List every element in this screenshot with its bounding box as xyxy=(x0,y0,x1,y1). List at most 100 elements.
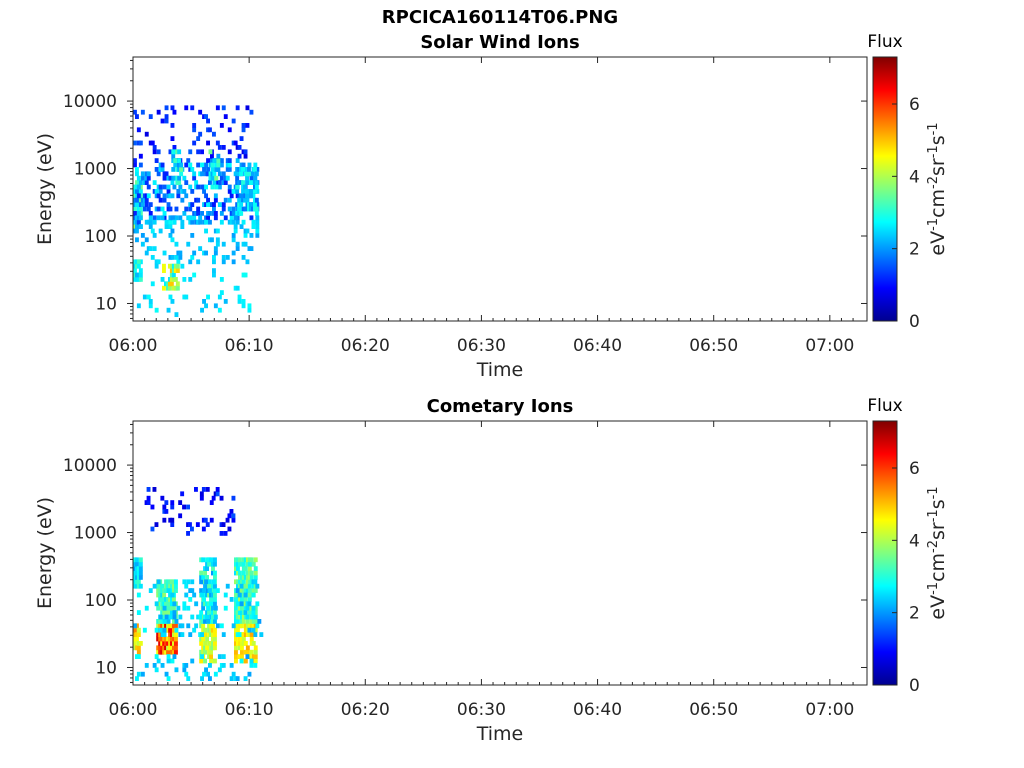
heatmap-cell xyxy=(136,592,141,598)
heatmap-cell xyxy=(205,575,209,580)
heatmap-cell xyxy=(209,601,213,607)
heatmap-cell xyxy=(179,171,184,177)
heatmap-cell xyxy=(241,575,246,580)
heatmap-cell xyxy=(177,162,182,168)
heatmap-cell xyxy=(166,676,171,681)
heatmap-cell xyxy=(241,162,246,168)
heatmap-cell xyxy=(227,206,232,212)
heatmap-cell xyxy=(255,601,260,607)
heatmap-cell xyxy=(199,495,204,501)
heatmap-cell xyxy=(168,645,172,651)
heatmap-cell xyxy=(170,237,175,243)
heatmap-cell xyxy=(213,610,217,615)
heatmap-cell xyxy=(135,636,139,642)
heatmap-cell xyxy=(211,583,215,589)
x-tick-label: 06:30 xyxy=(457,700,506,720)
heatmap-cell xyxy=(253,566,258,571)
heatmap-cell xyxy=(208,663,212,668)
heatmap-cell xyxy=(225,175,230,181)
heatmap-cell xyxy=(235,184,240,190)
heatmap-cell xyxy=(199,588,204,593)
heatmap-cell xyxy=(202,202,206,207)
heatmap-cell xyxy=(205,610,209,615)
colorbar-tick-label: 4 xyxy=(909,167,920,187)
heatmap-cell xyxy=(166,658,171,664)
x-tick-label: 06:10 xyxy=(225,700,274,720)
heatmap-cell xyxy=(253,202,257,207)
heatmap-cell xyxy=(241,632,246,637)
colorbar-tick-label: 2 xyxy=(909,240,920,260)
heatmap-cell xyxy=(154,522,159,527)
heatmap-cell xyxy=(245,570,250,576)
heatmap-cell xyxy=(211,619,215,624)
heatmap-cell xyxy=(255,167,260,172)
heatmap-cell xyxy=(199,570,204,576)
heatmap-cell xyxy=(171,158,176,163)
heatmap-cell xyxy=(213,632,217,637)
heatmap-cell xyxy=(213,641,217,646)
heatmap-cell xyxy=(237,206,242,212)
heatmap-cell xyxy=(171,167,176,172)
heatmap-cell xyxy=(172,645,176,651)
heatmap-cell xyxy=(253,189,257,194)
heatmap-cell xyxy=(223,592,228,598)
heatmap-cell xyxy=(237,197,242,203)
heatmap-cell xyxy=(156,645,161,651)
heatmap-cell xyxy=(245,228,250,234)
heatmap-cell xyxy=(204,202,208,207)
heatmap-cell xyxy=(247,654,252,659)
heatmap-cell xyxy=(245,588,250,593)
heatmap-cell xyxy=(236,627,240,633)
heatmap-cell xyxy=(245,614,250,620)
heatmap-cell xyxy=(162,517,167,523)
heatmap-cell xyxy=(180,491,185,497)
heatmap-cell xyxy=(200,162,204,168)
heatmap-cell xyxy=(247,246,252,251)
heatmap-cell xyxy=(208,175,213,181)
heatmap-cell xyxy=(225,583,230,589)
heatmap-cell xyxy=(249,189,253,194)
heatmap-cell xyxy=(158,588,163,593)
heatmap-cell xyxy=(170,610,174,615)
heatmap-cell xyxy=(148,211,153,216)
heatmap-cell xyxy=(192,627,197,633)
heatmap-cell xyxy=(213,627,217,633)
heatmap-cell xyxy=(162,605,167,611)
heatmap-cell xyxy=(236,561,240,567)
heatmap-cell xyxy=(174,241,179,247)
heatmap-cell xyxy=(184,671,189,677)
heatmap-cell xyxy=(233,228,238,234)
heatmap-cell xyxy=(173,158,178,163)
heatmap-cell xyxy=(251,193,256,199)
heatmap-cell xyxy=(173,268,178,273)
heatmap-cell xyxy=(227,158,232,163)
heatmap-cell xyxy=(160,632,165,637)
heatmap-cell xyxy=(200,654,204,659)
heatmap-cell xyxy=(241,566,246,571)
heatmap-cell xyxy=(136,570,141,576)
heatmap-cell xyxy=(207,649,211,655)
heatmap-cell xyxy=(209,557,213,563)
heatmap-cell xyxy=(235,158,240,163)
heatmap-cell xyxy=(195,522,200,527)
x-tick-label: 06:40 xyxy=(573,336,622,356)
heatmap-cell xyxy=(178,623,183,629)
colorbar-label: eV-1cm-2sr-1s-1 xyxy=(926,486,949,619)
heatmap-cell xyxy=(190,658,195,664)
heatmap-cell xyxy=(238,623,242,629)
heatmap-cell xyxy=(235,180,240,185)
heatmap-cell xyxy=(177,149,182,155)
heatmap-cell xyxy=(162,171,167,177)
heatmap-cell xyxy=(249,619,254,624)
heatmap-cell xyxy=(227,513,232,519)
heatmap-cell xyxy=(170,597,174,602)
heatmap-cell xyxy=(211,561,215,567)
heatmap-cell xyxy=(208,219,212,225)
heatmap-cell xyxy=(171,272,176,278)
y-tick-label: 1000 xyxy=(74,160,117,180)
heatmap-cell xyxy=(234,627,238,633)
heatmap-cell xyxy=(160,597,165,602)
heatmap-cell xyxy=(203,583,207,589)
heatmap-cell xyxy=(162,211,167,216)
